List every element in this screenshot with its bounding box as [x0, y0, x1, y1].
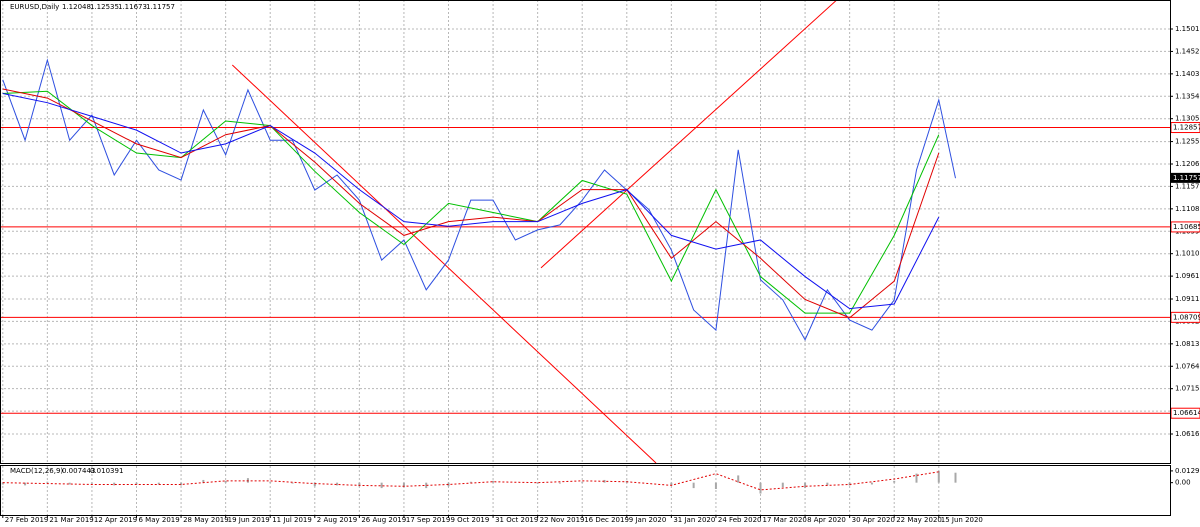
- y-tick-label: 0.01299: [1175, 467, 1200, 475]
- x-tick-label: 11 Jul 2019: [272, 516, 312, 524]
- y-tick-label: 1.12550: [1175, 138, 1200, 146]
- y-tick-label: 1.14030: [1175, 70, 1200, 78]
- y-tick-label: 1.11570: [1175, 182, 1200, 190]
- x-tick-label: 17 Sep 2019: [406, 516, 450, 524]
- macd-value: 0.007443: [62, 467, 95, 475]
- x-tick-label: 2 Aug 2019: [317, 516, 357, 524]
- x-tick-label: 6 May 2019: [139, 516, 180, 524]
- y-tick-label: 1.13540: [1175, 92, 1200, 100]
- y-tick-label: 1.09610: [1175, 272, 1200, 280]
- x-tick-label: 26 Aug 2019: [361, 516, 406, 524]
- ohlc-value: 1.11757: [146, 3, 175, 11]
- x-tick-label: 27 Feb 2019: [5, 516, 49, 524]
- price-line: [2, 93, 940, 310]
- y-tick-label: 1.13050: [1175, 115, 1200, 123]
- chart-title: EURUSD,Daily: [10, 3, 59, 11]
- x-tick-label: 21 Mar 2019: [49, 516, 93, 524]
- x-tick-label: 9 Oct 2019: [451, 516, 490, 524]
- macd-label: MACD(12,26,9): [10, 467, 63, 475]
- x-tick-label: 22 May 2020: [896, 516, 942, 524]
- trendline: [540, 0, 837, 269]
- y-tick-label: 0.00: [1175, 479, 1191, 487]
- x-tick-label: 8 Apr 2020: [807, 516, 846, 524]
- y-tick-label: 1.15010: [1175, 25, 1200, 33]
- ohlc-value: 1.11673: [118, 3, 147, 11]
- y-tick-label: 1.09110: [1175, 295, 1200, 303]
- price-tag-label: 1.11757: [1173, 174, 1200, 182]
- x-tick-label: 19 Jun 2019: [228, 516, 270, 524]
- ohlc-value: 1.12048: [62, 3, 91, 11]
- x-tick-label: 17 Mar 2020: [763, 516, 807, 524]
- y-tick-label: 1.12060: [1175, 160, 1200, 168]
- x-tick-label: 31 Oct 2019: [495, 516, 538, 524]
- y-tick-label: 1.11080: [1175, 205, 1200, 213]
- macd-value: 0.010391: [90, 467, 123, 475]
- x-tick-label: 15 Jun 2020: [941, 516, 983, 524]
- x-tick-label: 12 Apr 2019: [94, 516, 137, 524]
- level-label: 1.06614: [1173, 409, 1200, 417]
- x-tick-label: 24 Feb 2020: [718, 516, 762, 524]
- price-tag: [1171, 172, 1200, 183]
- x-tick-label: 28 May 2019: [183, 516, 229, 524]
- y-tick-label: 1.10100: [1175, 250, 1200, 258]
- main-frame: [0, 0, 1171, 464]
- y-tick-label: 1.07150: [1175, 385, 1200, 393]
- level-label: 1.08709: [1173, 313, 1200, 321]
- x-tick-label: 9 Jan 2020: [629, 516, 667, 524]
- price-line: [2, 90, 940, 314]
- y-tick-label: 1.08130: [1175, 340, 1200, 348]
- x-tick-label: 31 Jan 2020: [673, 516, 715, 524]
- level-label: 1.10685: [1173, 223, 1200, 231]
- level-label: 1.12857: [1173, 124, 1200, 132]
- price-line: [2, 88, 940, 319]
- macd-frame: [0, 465, 1171, 516]
- trendline: [231, 64, 657, 464]
- ohlc-value: 1.12535: [90, 3, 119, 11]
- x-tick-label: 30 Apr 2020: [852, 516, 895, 524]
- price-line: [2, 58, 956, 341]
- y-tick-label: 1.07640: [1175, 362, 1200, 370]
- x-tick-label: 22 Nov 2019: [540, 516, 585, 524]
- x-tick-label: 16 Dec 2019: [584, 516, 629, 524]
- y-tick-label: 1.14520: [1175, 47, 1200, 55]
- macd-signal: [2, 471, 939, 491]
